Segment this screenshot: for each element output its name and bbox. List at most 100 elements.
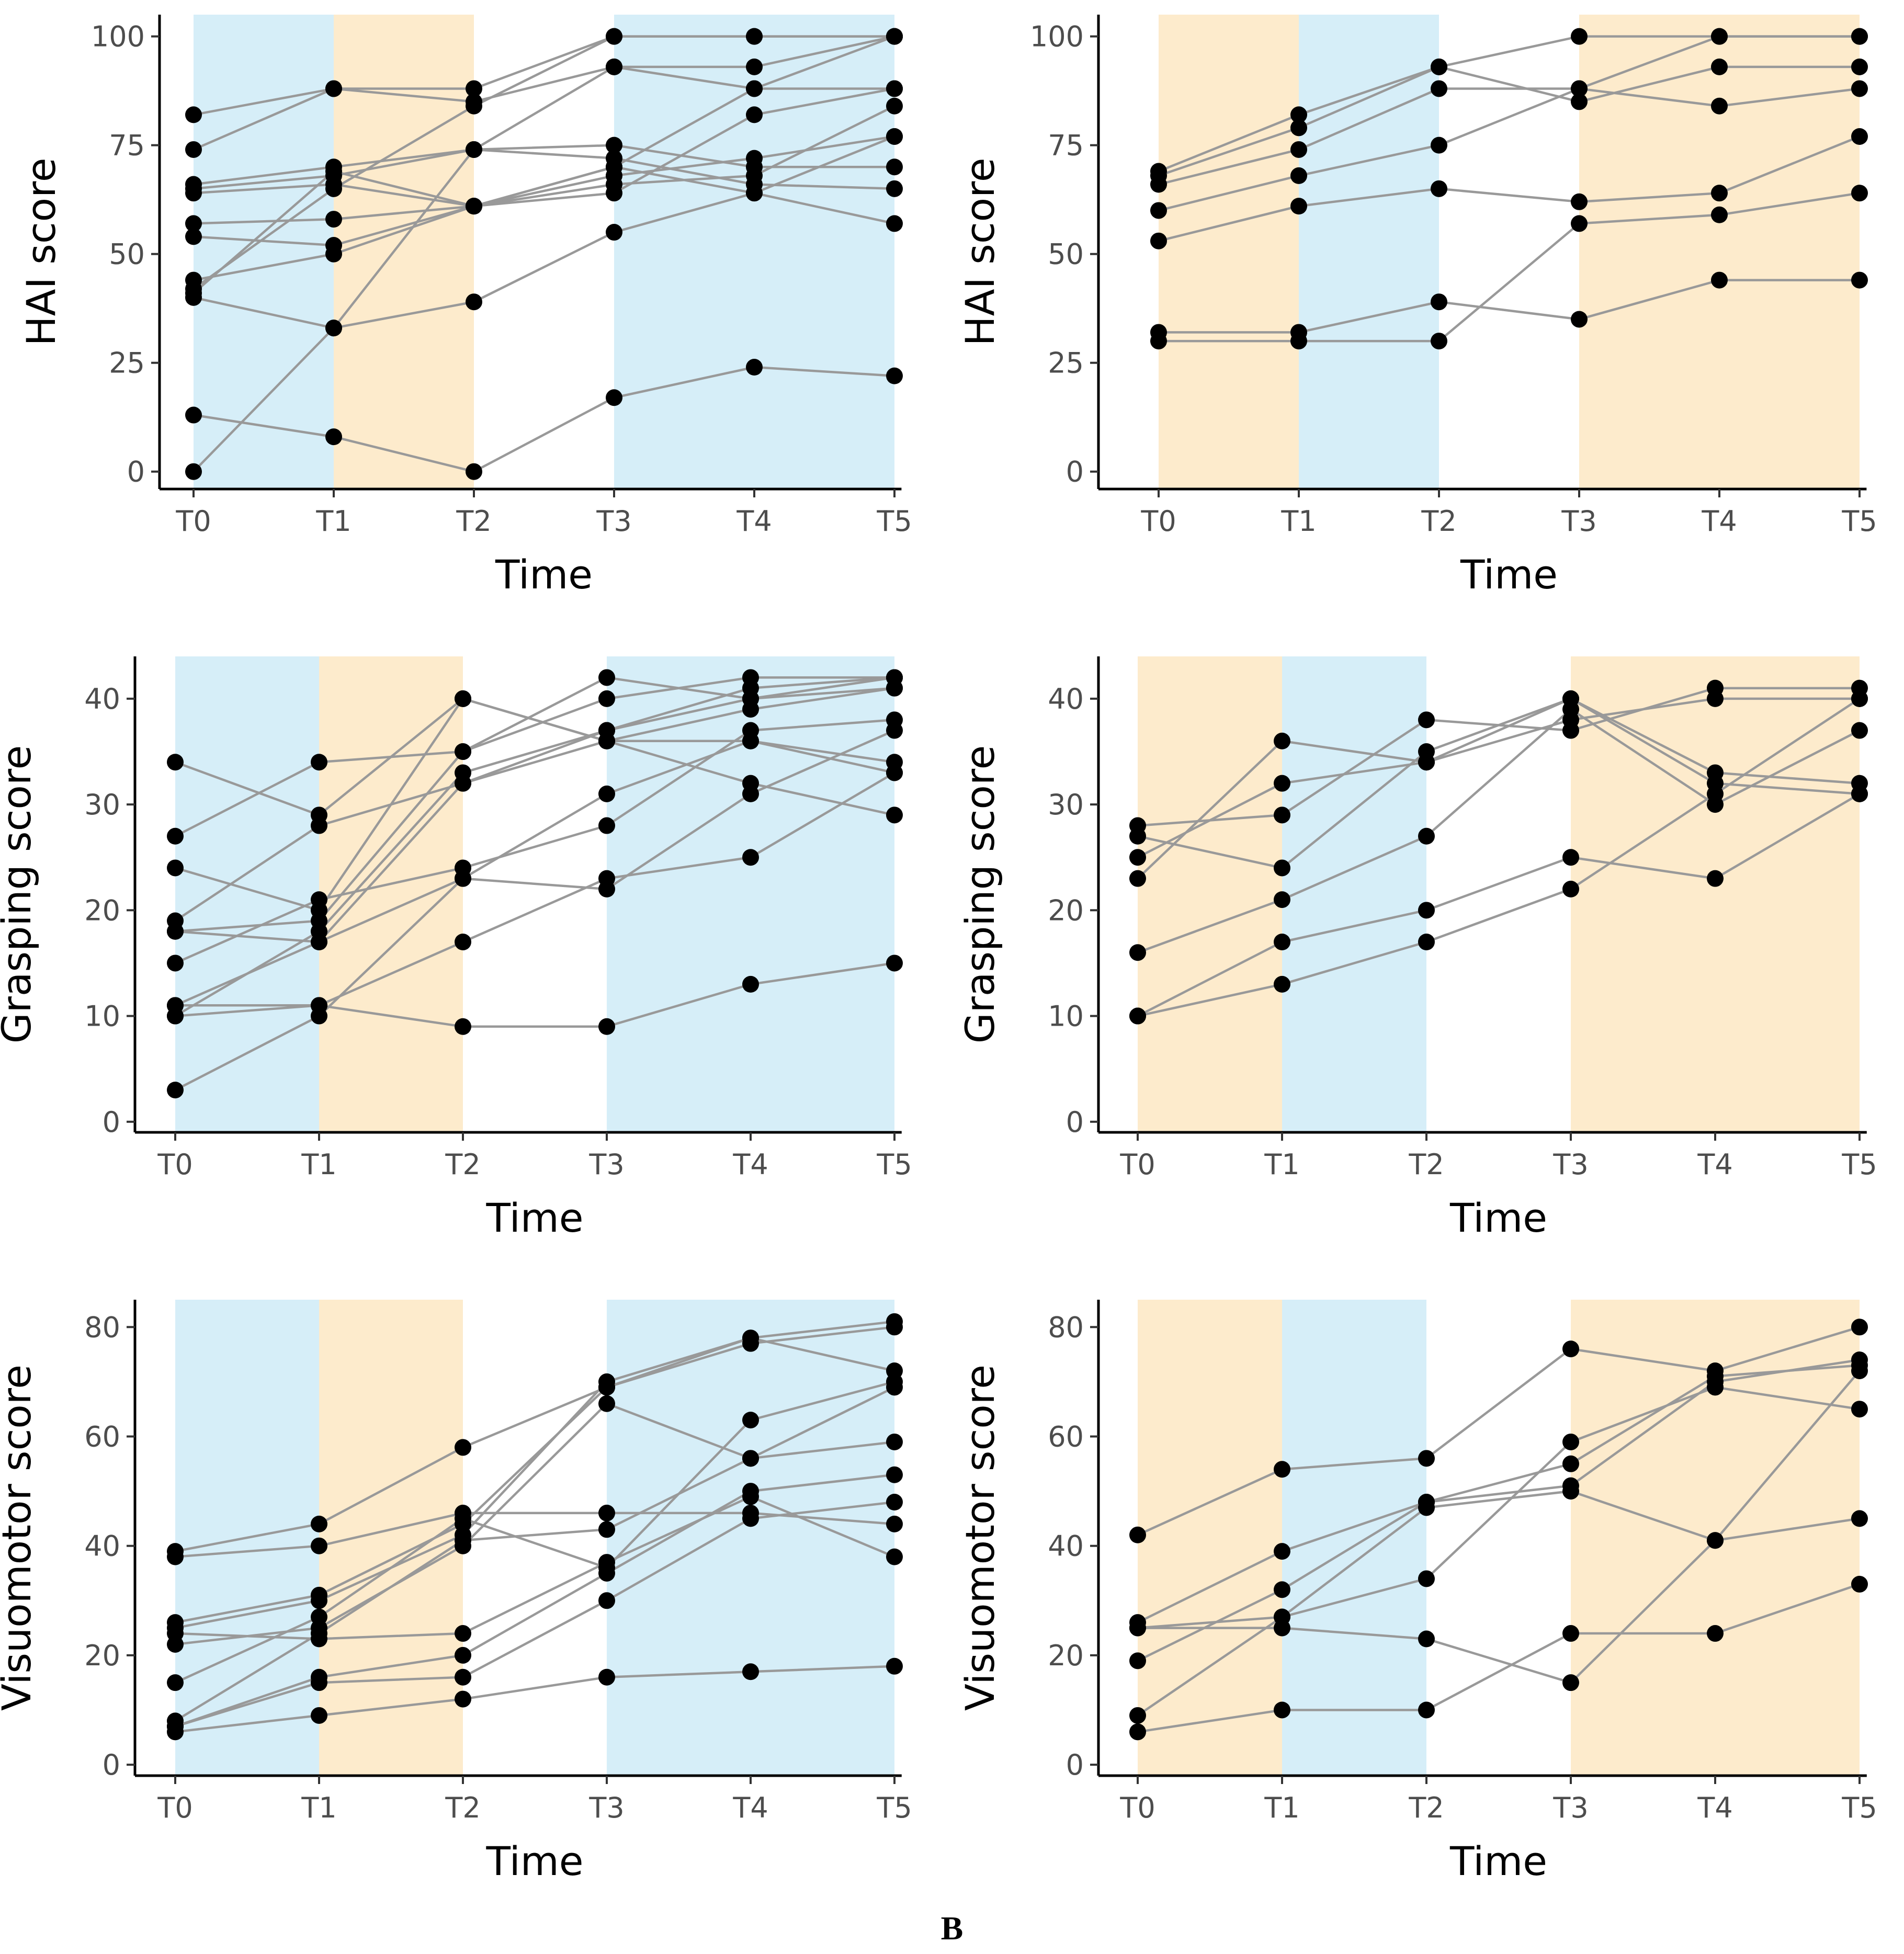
data-point-7-T1 xyxy=(311,891,327,908)
x-tick-label: T4 xyxy=(1701,505,1737,538)
panel-grasp-left: 0 10 20 30 40 T0 T1 T2 T3 T4 T5 Time Grasping score xyxy=(0,656,912,1241)
series-line-5 xyxy=(175,729,895,944)
series-line-2 xyxy=(174,676,895,837)
data-point-7-T4 xyxy=(746,106,763,123)
data-point-7-T5 xyxy=(886,711,903,729)
y-tick-label: 0 xyxy=(1066,1748,1084,1781)
band-orange-0 xyxy=(1138,1300,1282,1776)
series-line-1 xyxy=(175,1326,895,1553)
y-tick-label: 30 xyxy=(84,788,120,821)
data-point-6-T4 xyxy=(1711,271,1728,289)
data-point-8-T5 xyxy=(886,1433,903,1450)
series-line-4 xyxy=(1137,697,1860,880)
data-point-2-T3 xyxy=(598,1504,615,1521)
data-point-9-T5 xyxy=(886,1466,903,1483)
data-point-11-T3 xyxy=(606,224,622,241)
data-point-6-T5 xyxy=(1851,1401,1868,1418)
x-tick-label: T4 xyxy=(732,1791,768,1824)
band-orange-0 xyxy=(1159,15,1299,489)
data-point-10-T3 xyxy=(598,1592,615,1609)
y-tick-label: 25 xyxy=(109,347,145,380)
series-line-6 xyxy=(175,676,894,933)
data-point-9-T2 xyxy=(455,1646,471,1664)
data-point-4-T0 xyxy=(1129,1619,1146,1637)
data-point-10-T5 xyxy=(886,97,903,115)
series-line-4 xyxy=(1138,1370,1861,1684)
data-point-6-T0 xyxy=(185,215,202,232)
data-point-11-T4 xyxy=(742,1663,759,1680)
data-point-5-T0 xyxy=(185,185,202,202)
data-point-6-T3 xyxy=(598,1395,615,1412)
series-line-5 xyxy=(1158,135,1860,242)
x-tick-label: T1 xyxy=(315,505,351,538)
data-point-8-T2 xyxy=(455,1532,471,1549)
data-point-4-T1 xyxy=(311,1592,327,1609)
data-point-1-T3 xyxy=(1562,1340,1579,1358)
data-point-7-T1 xyxy=(311,1608,327,1626)
y-tick-label: 20 xyxy=(1048,894,1084,927)
data-point-3-T0 xyxy=(1129,849,1146,866)
data-point-11-T5 xyxy=(886,955,903,972)
data-point-3-T3 xyxy=(1562,1483,1579,1500)
x-tick-label: T2 xyxy=(445,1791,480,1824)
data-point-5-T4 xyxy=(742,785,759,802)
data-point-5-T5 xyxy=(1851,128,1868,145)
series-line-10 xyxy=(175,1501,895,1728)
data-point-9-T2 xyxy=(466,97,482,115)
y-tick-label: 50 xyxy=(109,238,145,271)
data-point-9-T5 xyxy=(886,28,903,45)
data-point-10-T4 xyxy=(742,690,759,707)
y-tick-label: 0 xyxy=(127,456,145,488)
data-point-6-T3 xyxy=(598,690,615,707)
x-tick-label: T3 xyxy=(588,1148,624,1181)
data-point-11-T3 xyxy=(598,1668,615,1686)
data-point-8-T4 xyxy=(742,849,759,866)
data-point-2-T1 xyxy=(1274,859,1290,877)
band-blue-4 xyxy=(751,656,894,1132)
y-axis-title: HAI score xyxy=(18,158,64,346)
data-point-11-T3 xyxy=(598,1018,615,1035)
data-point-5-T5 xyxy=(1851,722,1868,739)
band-orange-4 xyxy=(1715,656,1860,1132)
data-point-6-T4 xyxy=(1707,870,1724,887)
data-point-2-T0 xyxy=(185,141,202,158)
x-tick-label: T4 xyxy=(732,1148,768,1181)
y-axis-title: Visuomotor score xyxy=(957,1365,1003,1711)
data-point-1-T2 xyxy=(1418,711,1435,729)
data-point-3-T2 xyxy=(455,690,471,707)
series-line-7 xyxy=(175,1380,895,1684)
data-point-1-T2 xyxy=(455,1439,471,1456)
series-line-3 xyxy=(175,697,895,912)
data-point-3-T4 xyxy=(1707,690,1724,707)
y-tick-label: 20 xyxy=(84,1639,120,1672)
data-point-2-T1 xyxy=(325,80,342,97)
x-tick-label: T2 xyxy=(456,505,491,538)
data-point-7-T5 xyxy=(1851,1575,1868,1593)
y-axis-title: HAI score xyxy=(957,158,1003,346)
series-line-4 xyxy=(193,148,895,190)
series-line-6 xyxy=(175,1386,895,1646)
data-point-12-T0 xyxy=(185,406,202,424)
data-point-7-T1 xyxy=(1274,975,1290,993)
data-point-5-T3 xyxy=(1571,193,1588,210)
data-point-2-T4 xyxy=(1711,58,1728,75)
data-point-1-T5 xyxy=(1851,1319,1868,1336)
series-line-12 xyxy=(174,740,895,1092)
data-point-3-T1 xyxy=(1274,775,1290,792)
data-point-3-T5 xyxy=(1851,1510,1868,1527)
data-point-6-T1 xyxy=(325,211,342,228)
data-point-4-T0 xyxy=(1150,202,1167,219)
data-point-7-T0 xyxy=(167,1674,184,1691)
x-axis-title: Time xyxy=(1449,1838,1547,1884)
band-orange-4 xyxy=(1719,15,1860,489)
panel-visuo-right: 0 20 40 60 80 T0 T1 T2 T3 T4 T5 Time Visuomotor scor… xyxy=(957,1300,1877,1884)
y-tick-label: 60 xyxy=(84,1420,120,1453)
x-axis-title: Time xyxy=(486,1195,584,1241)
data-point-1-T0 xyxy=(167,754,184,771)
data-point-4-T3 xyxy=(598,1373,615,1390)
data-point-12-T2 xyxy=(455,870,471,887)
series-line-7 xyxy=(193,87,895,247)
series-line-11 xyxy=(193,135,895,330)
series-line-2 xyxy=(193,35,895,151)
data-point-2-T4 xyxy=(746,58,763,75)
